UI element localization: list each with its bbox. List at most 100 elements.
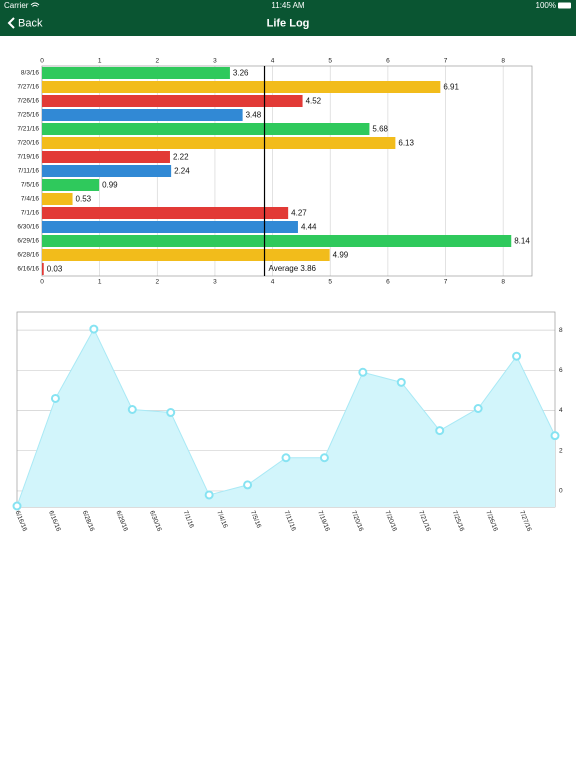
x-tick-label: 6/29/16 (114, 510, 129, 533)
value-label: 8.14 (514, 237, 530, 246)
value-label: 0.03 (47, 265, 63, 274)
point-marker (204, 490, 214, 500)
category-label: 7/21/16 (17, 126, 39, 133)
point-marker (550, 431, 560, 441)
x-tick-label: 7/20/16 (350, 510, 365, 533)
y-tick-label: 0 (559, 488, 563, 495)
x-tick-label-bottom: 1 (98, 279, 102, 286)
clock: 11:45 AM (271, 1, 305, 10)
x-tick-label: 7/20/16 (383, 510, 398, 533)
point-marker (473, 403, 483, 413)
category-label: 6/29/16 (17, 238, 39, 245)
x-tick-label-top: 2 (155, 58, 159, 65)
category-label: 6/16/16 (17, 266, 39, 273)
value-label: 5.68 (372, 125, 388, 134)
x-tick-label-top: 5 (328, 58, 332, 65)
value-label: 4.52 (306, 97, 322, 106)
point-marker (358, 367, 368, 377)
x-tick-label-bottom: 8 (501, 279, 505, 286)
value-label: 6.13 (398, 139, 414, 148)
category-label: 6/30/16 (17, 224, 39, 231)
bar (42, 67, 230, 79)
point-marker (166, 408, 176, 418)
x-tick-label: 6/16/16 (14, 510, 29, 533)
category-label: 7/19/16 (17, 154, 39, 161)
nav-title: Life Log (267, 17, 310, 29)
category-label: 7/1/16 (21, 210, 39, 217)
x-tick-label-top: 4 (271, 58, 275, 65)
bar (42, 165, 172, 177)
value-label: 4.99 (333, 251, 349, 260)
wifi-icon (30, 2, 40, 7)
point-marker (396, 377, 406, 387)
bar (42, 263, 44, 275)
value-label: 0.99 (102, 181, 118, 190)
category-label: 7/27/16 (17, 84, 39, 91)
back-chevron[interactable] (7, 17, 15, 29)
category-label: 7/5/16 (21, 182, 39, 189)
back-label[interactable]: Back (18, 17, 43, 29)
x-tick-label-top: 6 (386, 58, 390, 65)
point-marker (319, 453, 329, 463)
x-tick-label: 7/4/16 (215, 510, 228, 530)
bar (42, 95, 303, 107)
bar (42, 151, 170, 163)
point-marker (512, 351, 522, 361)
battery-level: 100% (536, 1, 556, 10)
x-tick-label: 6/28/16 (81, 510, 96, 533)
point-marker (281, 453, 291, 463)
value-label: 6.91 (443, 83, 459, 92)
category-label: 7/11/16 (18, 168, 40, 175)
x-tick-label-top: 1 (98, 58, 102, 65)
point-marker (50, 393, 60, 403)
average-label: Average 3.86 (269, 264, 317, 273)
x-tick-label: 7/26/16 (484, 510, 499, 533)
value-label: 2.22 (173, 153, 189, 162)
x-tick-label: 7/27/16 (518, 510, 533, 533)
x-tick-label-bottom: 5 (328, 279, 332, 286)
y-tick-label: 6 (559, 367, 563, 374)
y-tick-label: 8 (559, 327, 563, 334)
bar (42, 123, 370, 135)
x-tick-label: 7/1/16 (182, 510, 195, 530)
back-button[interactable]: Back (7, 17, 43, 29)
category-label: 7/4/16 (21, 196, 39, 203)
bar (42, 81, 441, 93)
value-label: 3.48 (246, 111, 262, 120)
carrier: Carrier (4, 1, 29, 10)
bar (42, 221, 298, 233)
x-tick-label-top: 3 (213, 58, 217, 65)
value-label: 0.53 (76, 195, 92, 204)
value-label: 4.44 (301, 223, 317, 232)
x-tick-label-bottom: 0 (40, 279, 44, 286)
bar (42, 179, 100, 191)
category-label: 6/28/16 (17, 252, 39, 259)
x-tick-label-top: 8 (501, 58, 505, 65)
bar (42, 137, 396, 149)
bar (42, 249, 330, 261)
x-tick-label: 7/11/16 (283, 510, 298, 533)
category-label: 7/26/16 (17, 98, 39, 105)
bar (42, 193, 73, 205)
x-tick-label-bottom: 7 (444, 279, 448, 286)
x-tick-label-bottom: 6 (386, 279, 390, 286)
value-label: 4.27 (291, 209, 307, 218)
point-marker (12, 501, 22, 511)
point-marker (435, 426, 445, 436)
x-tick-label-bottom: 4 (271, 279, 275, 286)
bar (42, 109, 243, 121)
y-tick-label: 2 (559, 447, 563, 454)
x-tick-label: 6/30/16 (148, 510, 163, 533)
category-label: 7/20/16 (17, 140, 39, 147)
bar (42, 207, 289, 219)
area-fill (17, 329, 555, 507)
x-tick-label-top: 7 (444, 58, 448, 65)
bar (42, 235, 512, 247)
category-label: 8/3/16 (21, 70, 39, 77)
x-tick-label: 7/19/16 (316, 510, 331, 533)
value-label: 3.26 (233, 69, 249, 78)
x-tick-label-top: 0 (40, 58, 44, 65)
battery-icon (558, 2, 571, 9)
